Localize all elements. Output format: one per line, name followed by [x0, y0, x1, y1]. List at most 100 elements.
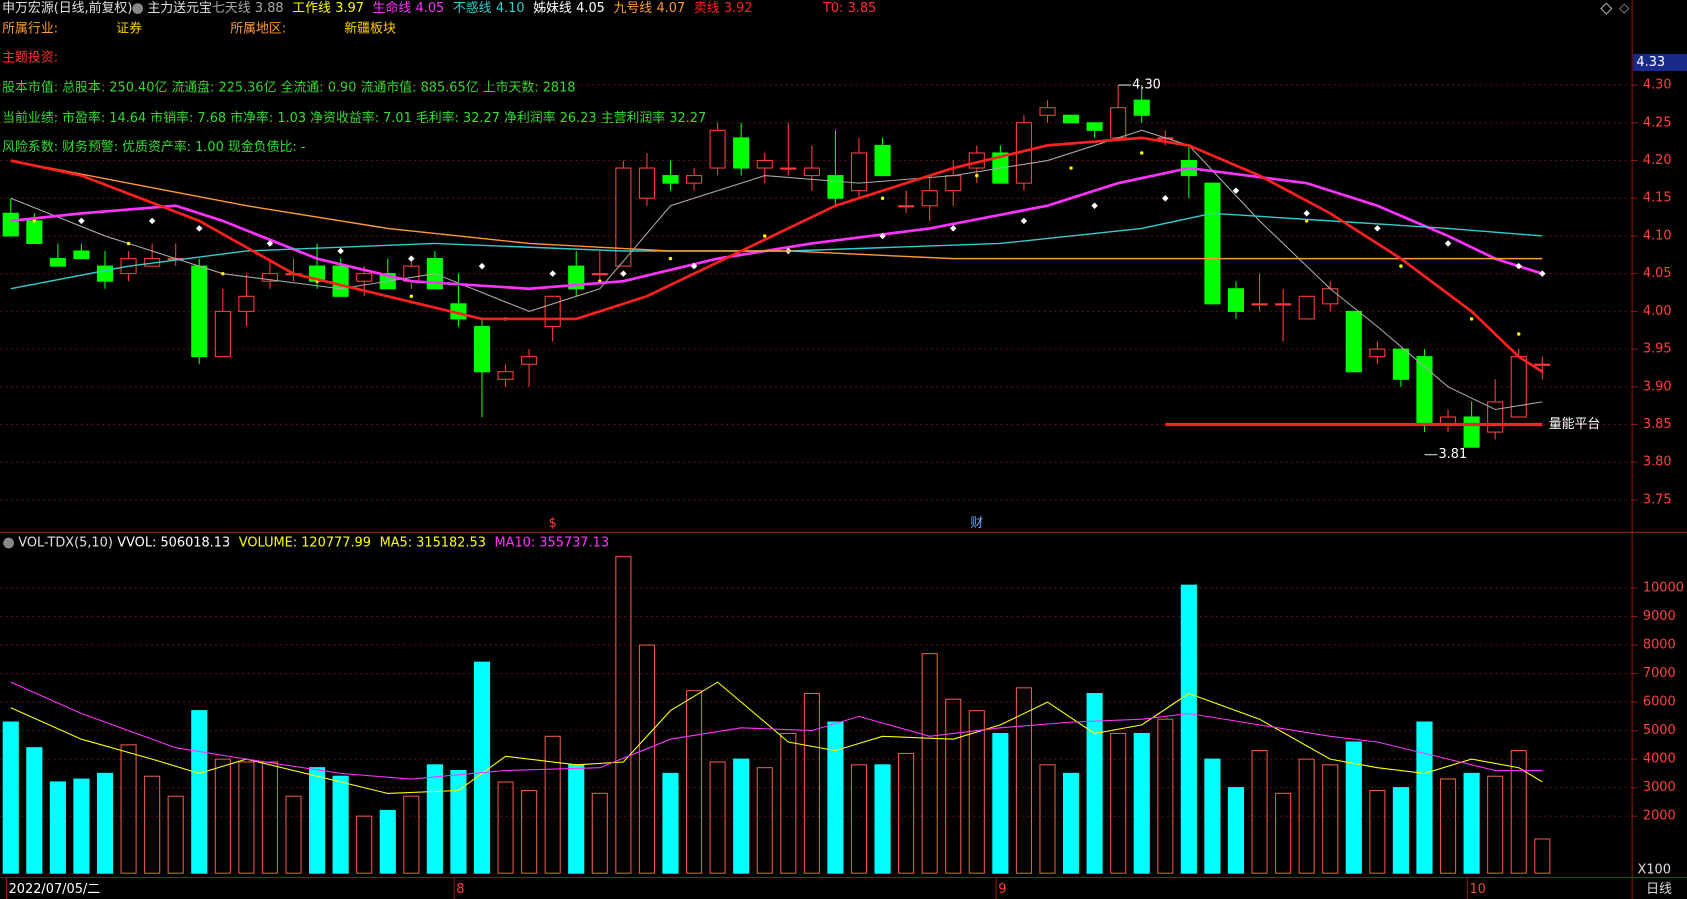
candle-body [96, 265, 114, 282]
y-tick-label: 3.90 [1643, 379, 1672, 394]
price-dot [1517, 332, 1521, 336]
candle-body [1086, 122, 1103, 131]
x-tick-label: 9 [998, 882, 1006, 897]
indicator-icon[interactable] [3, 537, 14, 549]
legend-name: 工作线 [292, 1, 331, 16]
y-tick-label: 5000 [1643, 723, 1676, 738]
y-tick-label: 3.95 [1643, 342, 1672, 357]
volume-bar [26, 747, 43, 874]
volume-bar [403, 795, 420, 874]
indicator-name: 主力送元宝 [147, 1, 212, 16]
volume-bar [1204, 758, 1221, 874]
candle-body [1204, 182, 1221, 305]
legend-value: 4.10 [496, 1, 525, 16]
volume-bar [615, 556, 632, 874]
current-price-label: 4.33 [1636, 55, 1665, 70]
price-dot [1444, 240, 1452, 247]
candle-body [709, 129, 726, 169]
info-label: 主题投资: [2, 50, 58, 66]
candle-body [191, 265, 208, 358]
y-tick-label: 4.30 [1643, 78, 1672, 93]
volume-bar [638, 644, 656, 874]
candle-body [1298, 295, 1315, 320]
candle-body [803, 167, 820, 177]
price-line [10, 129, 1543, 411]
y-tick-label: 4.00 [1643, 304, 1672, 319]
event-marker: 财 [970, 516, 983, 531]
candle-body [1322, 288, 1339, 305]
candle-body [1062, 114, 1080, 124]
volume-bar [1416, 721, 1433, 874]
volume-bar [497, 781, 514, 874]
candle-body [238, 295, 255, 312]
candle-body [1251, 303, 1268, 306]
candle-body [261, 273, 279, 282]
volume-bar [2, 721, 19, 874]
annotation: 4.30 [1132, 78, 1161, 93]
price-dot [408, 255, 415, 262]
volume-bar [96, 772, 114, 874]
legend-name: 生命线 [373, 0, 412, 16]
volume-bar [285, 795, 302, 874]
y-tick-label: 7000 [1643, 666, 1676, 681]
volume-bar [1227, 787, 1245, 874]
indicator-icon[interactable] [132, 3, 144, 14]
legend-name: 九号线 [613, 1, 652, 16]
price-dot [668, 256, 673, 261]
volume-bar [544, 735, 561, 874]
y-tick-label: 4.20 [1643, 153, 1672, 168]
t0-label: T0: 3.85 [822, 1, 876, 16]
candle-body [1110, 107, 1127, 139]
candle-body [685, 175, 703, 184]
legend-name: 不惑线 [453, 0, 492, 16]
candle-body [521, 356, 538, 365]
legend-value: 4.05 [576, 1, 605, 16]
legend-value: 3.92 [724, 1, 753, 16]
volume-bar [1463, 772, 1480, 874]
price-dot [1162, 194, 1169, 202]
candle-body [1039, 107, 1056, 116]
volume-bar [1157, 718, 1174, 874]
volume-bar [850, 764, 868, 874]
candle-body [662, 175, 679, 184]
window-icon[interactable] [1600, 2, 1613, 15]
info-label: 所属行业: [2, 22, 58, 37]
legend-value: 3.88 [255, 1, 284, 16]
y-tick-label: 4000 [1643, 752, 1676, 767]
price-dot [1140, 151, 1144, 155]
candle-body [544, 295, 561, 328]
window-icon[interactable]: ◇ [1619, 1, 1629, 16]
event-marker: $ [549, 516, 557, 531]
volume-stat: MA5: 315182.53 [380, 536, 486, 551]
volume-bar [945, 698, 962, 874]
candle-body [850, 152, 868, 192]
y-tick-label: 6000 [1643, 695, 1676, 710]
price-dot [409, 294, 414, 299]
volume-bar [568, 764, 585, 874]
volume-bar [379, 809, 396, 874]
volume-ma-line [10, 681, 1543, 780]
volume-bar [1487, 775, 1504, 874]
x-tick-label: 8 [456, 882, 464, 897]
price-line [10, 166, 1543, 291]
volume-bar [426, 764, 443, 874]
volume-bar [780, 732, 797, 874]
volume-bar [473, 661, 491, 874]
price-dot [126, 241, 131, 246]
volume-bar [521, 789, 538, 874]
volume-bar [756, 767, 773, 874]
candle-body [591, 273, 608, 276]
candle-body [615, 167, 632, 267]
price-dot [1303, 210, 1310, 217]
candle-body [26, 220, 43, 245]
y-tick-label: 3.85 [1643, 417, 1672, 432]
current-price-box [1633, 53, 1687, 72]
volume-bar [332, 775, 349, 874]
volume-bar [238, 761, 255, 874]
period-label: 日线 [1646, 882, 1672, 897]
volume-bar [1322, 764, 1339, 874]
candle-body [497, 371, 514, 380]
candle-body [1369, 348, 1386, 358]
volume-bar [1298, 758, 1315, 874]
candle-body [332, 265, 349, 297]
